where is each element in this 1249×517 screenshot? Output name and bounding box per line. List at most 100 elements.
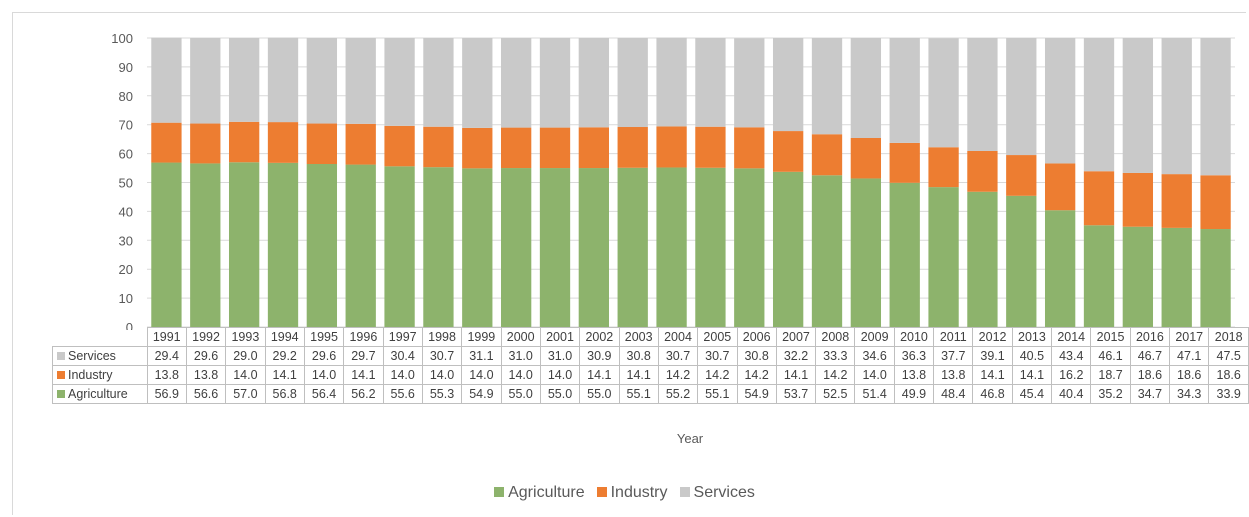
bar-agriculture-2015 <box>1083 225 1115 327</box>
data-label: 46.7 <box>1129 346 1171 366</box>
legend-item: Industry <box>596 484 668 502</box>
bar-services-1993 <box>228 38 260 122</box>
y-tick-label: 20 <box>119 262 133 277</box>
data-label: 34.7 <box>1129 384 1171 404</box>
legend: Agriculture Industry Services <box>0 484 1249 502</box>
y-tick-label: 60 <box>119 147 133 162</box>
data-label: 46.1 <box>1090 346 1131 366</box>
x-tick-label: 1991 <box>146 327 187 347</box>
data-label: 14.0 <box>500 365 541 385</box>
data-label: 30.7 <box>421 346 463 366</box>
bar-industry-2002 <box>578 127 610 169</box>
bar-industry-2005 <box>695 126 726 168</box>
bar-services-1999 <box>462 38 493 128</box>
data-label: 13.8 <box>185 365 227 385</box>
x-tick-label: 2009 <box>854 327 895 347</box>
legend-key-swatch <box>57 390 65 398</box>
bar-agriculture-2000 <box>500 168 532 327</box>
data-label: 18.6 <box>1169 365 1210 385</box>
bar-industry-2009 <box>850 137 882 179</box>
bar-services-2016 <box>1122 38 1154 173</box>
y-tick-label: 30 <box>119 233 133 248</box>
x-tick-label: 2004 <box>657 327 699 347</box>
legend-swatch <box>679 487 690 497</box>
data-label: 47.5 <box>1208 346 1249 366</box>
data-label: 31.0 <box>500 346 541 366</box>
bar-industry-2016 <box>1122 172 1154 227</box>
bar-industry-1991 <box>151 122 182 163</box>
x-tick-label: 1995 <box>303 327 345 347</box>
data-label: 14.2 <box>815 365 856 385</box>
y-tick-label: 100 <box>111 31 133 46</box>
data-label: 16.2 <box>1051 365 1092 385</box>
data-label: 36.3 <box>893 346 935 366</box>
y-tick-label: 70 <box>119 118 133 133</box>
data-label: 55.2 <box>657 384 699 404</box>
bar-industry-1997 <box>384 125 415 167</box>
data-label: 48.4 <box>933 384 974 404</box>
bar-industry-1995 <box>306 123 338 164</box>
bar-industry-2004 <box>656 126 687 168</box>
bar-services-2008 <box>811 38 843 135</box>
x-tick-label: 2001 <box>539 327 581 347</box>
bar-agriculture-2010 <box>889 182 920 327</box>
bar-agriculture-2017 <box>1161 227 1192 327</box>
x-tick-label: 2014 <box>1051 327 1092 347</box>
data-label: 30.4 <box>382 346 423 366</box>
data-label: 57.0 <box>225 384 266 404</box>
bar-agriculture-1996 <box>345 164 376 327</box>
bar-services-2007 <box>772 38 804 132</box>
data-label: 30.7 <box>697 346 738 366</box>
x-tick-label: 2012 <box>972 327 1013 347</box>
data-label: 29.0 <box>225 346 266 366</box>
data-label: 46.8 <box>972 384 1013 404</box>
bar-agriculture-2001 <box>539 168 571 327</box>
bar-services-2015 <box>1083 38 1115 172</box>
legend-swatch <box>596 487 607 497</box>
x-tick-label: 2010 <box>893 327 935 347</box>
bar-agriculture-1994 <box>267 162 299 327</box>
x-tick-label: 2007 <box>775 327 817 347</box>
bar-industry-1992 <box>190 123 221 164</box>
legend-swatch <box>494 487 505 497</box>
data-label: 14.0 <box>461 365 502 385</box>
data-label: 55.1 <box>618 384 659 404</box>
x-tick-label: 2008 <box>815 327 856 347</box>
bar-agriculture-2007 <box>772 171 804 327</box>
bar-services-2005 <box>695 38 726 127</box>
legend-label: Agriculture <box>508 484 585 501</box>
data-label: 52.5 <box>815 384 856 404</box>
bar-agriculture-2011 <box>928 187 959 327</box>
bar-agriculture-1999 <box>462 168 493 327</box>
data-label: 14.2 <box>736 365 777 385</box>
bar-services-1997 <box>384 38 415 126</box>
x-tick-label: 1992 <box>185 327 227 347</box>
x-tick-label: 2000 <box>500 327 541 347</box>
x-tick-label: 1994 <box>264 327 305 347</box>
bar-agriculture-2016 <box>1122 226 1154 327</box>
data-label: 13.8 <box>933 365 974 385</box>
bar-industry-2003 <box>617 127 648 168</box>
x-tick-label: 1993 <box>225 327 266 347</box>
x-tick-label: 2015 <box>1090 327 1131 347</box>
table-corner <box>52 327 148 347</box>
x-tick-label: 2016 <box>1129 327 1171 347</box>
data-label: 33.3 <box>815 346 856 366</box>
table-row-label: Agriculture <box>52 384 148 404</box>
data-label: 55.0 <box>539 384 581 404</box>
bar-industry-2006 <box>734 127 765 169</box>
legend-label: Services <box>693 484 755 501</box>
bar-agriculture-2012 <box>967 191 998 327</box>
data-label: 14.2 <box>697 365 738 385</box>
y-tick-label: 50 <box>119 176 133 191</box>
bar-industry-2001 <box>539 127 571 169</box>
data-table: 1991 1992 1993 1994 1995 1996 1997 1998 1999 2000… <box>52 327 1249 404</box>
y-tick-label: 0 <box>126 320 133 330</box>
data-label: 33.9 <box>1208 384 1249 404</box>
table-row: Industry 13.8 13.8 14.0 14.1 14.0 14.1 14.0 14.0… <box>52 365 1249 385</box>
bar-services-2000 <box>500 38 532 128</box>
data-label: 30.8 <box>736 346 777 366</box>
data-label: 56.6 <box>185 384 227 404</box>
legend-item: Services <box>679 484 755 502</box>
bar-services-2009 <box>850 38 882 138</box>
